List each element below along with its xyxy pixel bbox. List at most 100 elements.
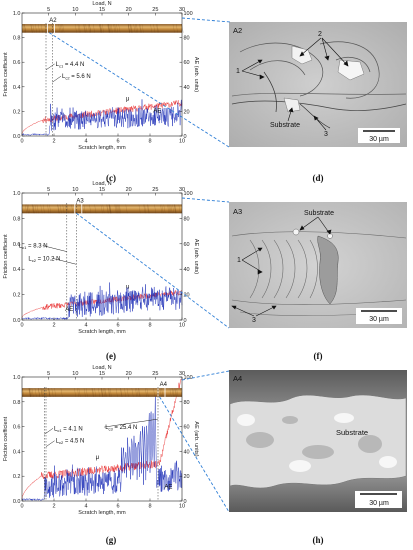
x2-tick-label: 20 [126, 371, 132, 377]
track-mark [30, 388, 33, 397]
track-mark [98, 388, 100, 397]
micrograph-h-scalebox [355, 491, 402, 508]
track-mark [154, 204, 157, 214]
micrograph-d-note-2: 2 [318, 31, 322, 38]
x-tick-label: 2 [52, 139, 55, 145]
track-mark [34, 204, 37, 214]
panel-label-g: (g) [106, 535, 117, 545]
track-mark [41, 388, 44, 397]
track-mark [153, 24, 156, 33]
track-mark [170, 204, 173, 214]
track-mark [120, 388, 122, 397]
micrograph-f-scale: 30 µm [369, 316, 389, 323]
micrograph-d-flake-3 [283, 97, 301, 113]
track-mark [127, 24, 130, 33]
micrograph-h-substrate: Substrate [336, 428, 368, 437]
track-mark [29, 388, 31, 397]
track-label: A3 [76, 198, 84, 204]
track-mark [130, 24, 133, 33]
y-tick-label: 0.0 [13, 499, 21, 505]
track-mark [104, 388, 107, 397]
micrograph-h-label: A4 [233, 374, 242, 383]
micrograph-d-texture [231, 41, 407, 129]
y2-tick-label: 40 [184, 267, 190, 273]
track-mark [66, 204, 69, 214]
track-mark [83, 204, 86, 214]
critical-load-arrow [52, 258, 77, 265]
y-tick-label: 0.6 [13, 242, 21, 248]
track-mark [174, 204, 177, 214]
track-mark [145, 388, 147, 397]
track-mark [107, 388, 110, 397]
chart-c: μ AE A2 Lc1 = 4.4 N Lc2 = 5.6 N 0 2 4 6 8 10 5 10 15 2… [3, 1, 231, 151]
critical-load-arrow [45, 63, 55, 71]
y-tick-label: 0.2 [13, 293, 21, 299]
track-mark [135, 24, 137, 33]
series-line-ae [21, 99, 183, 136]
x2-tick-label: 20 [126, 7, 132, 13]
series-line-mu [21, 99, 183, 134]
track-mark [22, 388, 25, 397]
track-mark [118, 204, 121, 214]
track-mark [89, 24, 91, 33]
zoom-connector [76, 212, 230, 329]
track-mark [107, 24, 110, 33]
track-mark [106, 204, 109, 214]
track-mark [115, 388, 118, 397]
y-axis-title: Friction coefficient [3, 52, 9, 97]
track-mark [40, 24, 43, 33]
x2-tick-label: 15 [99, 187, 105, 193]
x2-tick-label: 30 [179, 187, 185, 193]
micrograph-h-damage [229, 394, 407, 489]
track-mark [42, 204, 45, 214]
track-mark [57, 204, 60, 214]
x2-tick-label: 5 [47, 187, 50, 193]
micrograph-d-note-1: 1 [236, 68, 240, 75]
y2-tick-label: 60 [184, 425, 190, 431]
track-mark [25, 204, 27, 214]
track-mark [83, 24, 86, 33]
y2-tick-label: 20 [184, 109, 190, 115]
micrograph-f: A3 Substrate 1 3 30 µm [229, 202, 407, 328]
track-mark [169, 388, 172, 397]
x2-axis-title: Load, N [92, 1, 111, 7]
panel-label-c: (c) [106, 173, 116, 183]
x-axis-title: Scratch length, mm [78, 329, 126, 335]
track-mark [74, 24, 77, 33]
track-mark [58, 24, 61, 33]
track-mark [171, 388, 174, 397]
track-mark [49, 204, 51, 214]
track-mark [108, 388, 111, 397]
track-mark [101, 388, 104, 397]
track-mark [24, 24, 26, 33]
x-tick-label: 4 [84, 323, 87, 329]
y2-tick-label: 60 [184, 60, 190, 66]
y-tick-label: 0.2 [13, 109, 21, 115]
track-mark [147, 204, 150, 214]
y-tick-label: 0.4 [13, 267, 21, 273]
track-mark [78, 24, 81, 33]
track-mark [167, 204, 170, 214]
y2-tick-label: 100 [184, 11, 193, 17]
track-mark [40, 388, 43, 397]
y-tick-label: 0.4 [13, 449, 21, 455]
track-mark [77, 24, 80, 33]
series-label-ae: AE [65, 307, 73, 313]
scratch-track [22, 204, 182, 214]
y-axis-title: Friction coefficient [3, 416, 9, 461]
track-mark [93, 24, 95, 33]
x-tick-label: 6 [116, 139, 119, 145]
track-mark [133, 24, 136, 33]
track-mark [131, 388, 134, 397]
track-mark [102, 24, 104, 33]
y-tick-label: 0.0 [13, 134, 21, 140]
track-mark [109, 24, 112, 33]
y-tick-label: 0.8 [13, 400, 21, 406]
track-mark [120, 388, 123, 397]
track-mark [101, 388, 103, 397]
panel-label-h: (h) [313, 535, 324, 545]
critical-load-label: Lc2 = 4.5 N [56, 439, 85, 446]
micrograph-d-substrate: Substrate [270, 122, 300, 129]
track-mark [100, 204, 103, 214]
y2-tick-label: 0 [184, 499, 187, 505]
